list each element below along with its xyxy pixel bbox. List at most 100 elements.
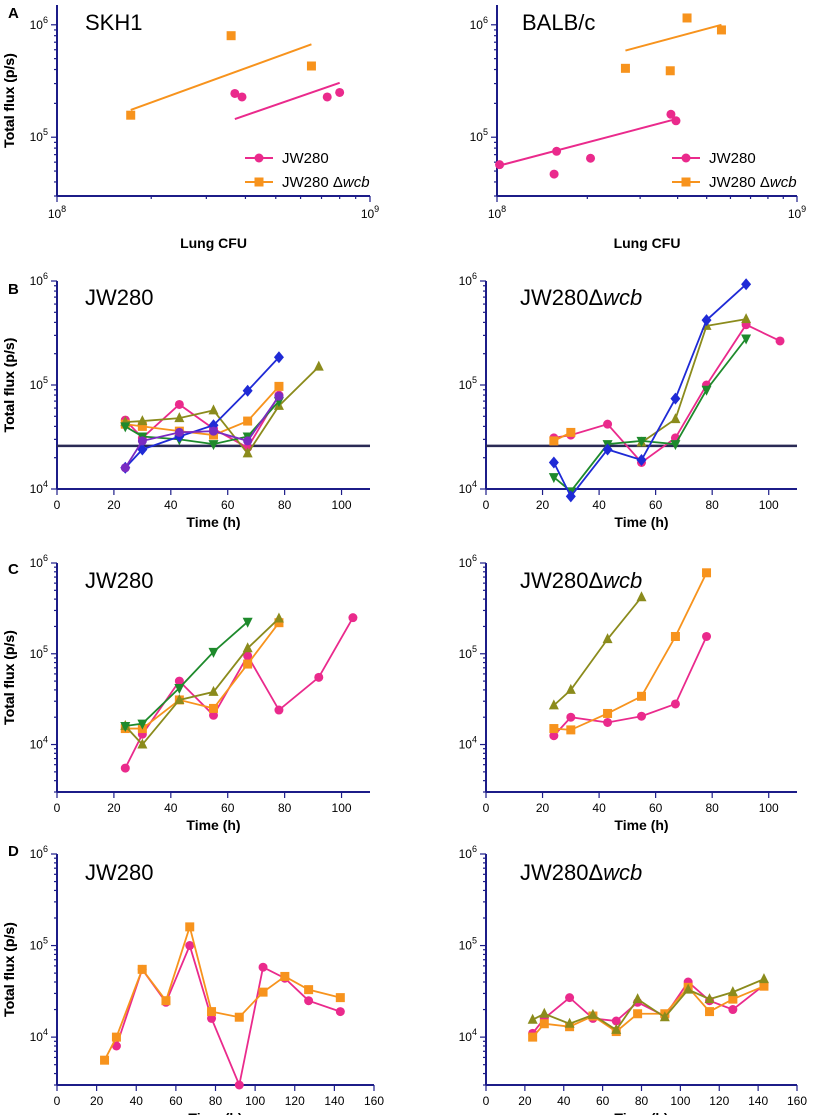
data-point bbox=[759, 981, 769, 991]
x-axis-title: Time (h) bbox=[186, 514, 240, 530]
data-point bbox=[704, 993, 715, 1004]
data-point bbox=[243, 659, 253, 669]
x-tick-label: 80 bbox=[706, 498, 720, 512]
data-point bbox=[120, 722, 131, 733]
data-point bbox=[586, 153, 596, 163]
data-point bbox=[528, 1032, 538, 1042]
series-green bbox=[120, 617, 253, 733]
data-point bbox=[566, 712, 576, 722]
series-line bbox=[124, 617, 354, 769]
data-point bbox=[207, 1013, 217, 1023]
data-point bbox=[548, 456, 559, 469]
data-point bbox=[701, 385, 712, 396]
data-point bbox=[242, 617, 253, 628]
chart-title: JW280Δwcb bbox=[520, 860, 642, 885]
series-olive bbox=[527, 973, 769, 1034]
x-tick-label: 40 bbox=[130, 1094, 144, 1108]
data-point bbox=[495, 160, 505, 170]
chart-title: BALB/c bbox=[522, 10, 595, 35]
y-tick-label: 105 bbox=[30, 644, 48, 661]
data-point bbox=[273, 612, 284, 623]
panel-letter: B bbox=[8, 281, 19, 298]
legend-marker bbox=[254, 177, 264, 187]
y-tick-label: 106 bbox=[30, 15, 48, 32]
data-point bbox=[208, 647, 219, 658]
data-point bbox=[137, 415, 148, 426]
data-point bbox=[174, 427, 184, 437]
y-tick-label: 104 bbox=[459, 735, 477, 752]
y-tick-label: 106 bbox=[459, 844, 477, 861]
chart-title: JW280Δwcb bbox=[520, 568, 642, 593]
data-point bbox=[242, 384, 253, 397]
data-point bbox=[758, 973, 769, 984]
x-axis-title: Lung CFU bbox=[614, 235, 681, 251]
x-tick-label: 109 bbox=[361, 204, 379, 221]
chart-title: JW280 bbox=[85, 285, 153, 310]
data-point bbox=[564, 1017, 575, 1028]
data-point bbox=[242, 447, 253, 458]
chart-D1: D 104 105 106 0 20 40 60 80 100 120 140 160 Time (h) T… bbox=[1, 843, 384, 1115]
series-line bbox=[125, 366, 320, 455]
data-point bbox=[174, 683, 185, 694]
y-axis-title: Total flux (p/s) bbox=[1, 338, 17, 433]
data-point bbox=[207, 1007, 217, 1017]
data-point bbox=[682, 13, 692, 23]
data-point bbox=[313, 360, 324, 371]
series-blue bbox=[548, 278, 752, 503]
chart-C2: 104 105 106 0 20 40 60 80 100 Time (h) Total flux … bbox=[1, 553, 797, 833]
data-point bbox=[174, 693, 185, 704]
chart-title: JW280Δwcb bbox=[520, 285, 642, 310]
legend-marker bbox=[254, 153, 264, 163]
y-axis-title: Total flux (p/s) bbox=[1, 922, 17, 1017]
x-axis-title: Time (h) bbox=[614, 817, 668, 833]
data-point bbox=[174, 399, 184, 409]
data-point bbox=[636, 454, 647, 467]
x-tick-label: 100 bbox=[670, 1094, 690, 1108]
data-point bbox=[209, 426, 218, 436]
series-line bbox=[553, 636, 708, 737]
panel-letter: C bbox=[8, 561, 19, 578]
series-line bbox=[553, 323, 781, 464]
y-tick-label: 104 bbox=[30, 1027, 48, 1044]
y-axis-title: Total flux (p/s) bbox=[1, 630, 17, 725]
data-point bbox=[185, 941, 195, 951]
series-JW280-Δwcb bbox=[126, 31, 316, 120]
data-point bbox=[185, 922, 195, 932]
series-JW280-Δwcb bbox=[620, 13, 726, 76]
x-tick-label: 80 bbox=[209, 1094, 223, 1108]
y-tick-label: 106 bbox=[30, 271, 48, 288]
data-point bbox=[137, 436, 147, 446]
panel-letter: A bbox=[8, 5, 19, 22]
data-point bbox=[665, 66, 675, 76]
fit-line bbox=[130, 43, 312, 111]
data-point bbox=[632, 993, 643, 1004]
data-point bbox=[666, 109, 676, 119]
data-point bbox=[527, 1013, 538, 1024]
chart-D2: 104 105 106 0 20 40 60 80 100 120 140 160 Time (h) To… bbox=[1, 844, 807, 1115]
chart-title: JW280 bbox=[85, 860, 153, 885]
data-point bbox=[775, 336, 785, 346]
data-point bbox=[335, 1007, 345, 1017]
data-point bbox=[565, 993, 575, 1003]
data-point bbox=[637, 711, 646, 721]
y-axis-title: Total flux (p/s) bbox=[1, 630, 17, 725]
x-tick-label: 20 bbox=[536, 498, 550, 512]
x-tick-label: 60 bbox=[221, 801, 235, 815]
series-line bbox=[125, 622, 280, 730]
series-purple bbox=[120, 391, 284, 473]
data-point bbox=[566, 725, 576, 735]
series-line bbox=[125, 621, 249, 727]
series-olive bbox=[548, 591, 647, 710]
series-orange bbox=[100, 922, 345, 1065]
data-point bbox=[670, 392, 681, 405]
data-point bbox=[549, 436, 559, 446]
chart-A2: 105 106 108 109 Lung CFU Total flux (p/s) BALB… bbox=[1, 5, 806, 251]
data-point bbox=[659, 1011, 670, 1022]
series-olive bbox=[120, 612, 284, 749]
data-point bbox=[258, 987, 268, 997]
data-point bbox=[603, 717, 613, 727]
data-point bbox=[587, 1008, 598, 1019]
data-point bbox=[322, 92, 332, 102]
x-tick-label: 80 bbox=[635, 1094, 649, 1108]
data-point bbox=[209, 703, 218, 713]
